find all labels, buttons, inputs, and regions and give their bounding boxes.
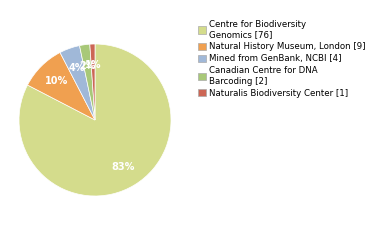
Text: 10%: 10% — [45, 76, 68, 86]
Text: 1%: 1% — [85, 60, 101, 70]
Wedge shape — [19, 44, 171, 196]
Text: 4%: 4% — [68, 63, 85, 73]
Wedge shape — [79, 44, 95, 120]
Wedge shape — [60, 46, 95, 120]
Text: 83%: 83% — [112, 162, 135, 172]
Text: 2%: 2% — [79, 61, 96, 71]
Wedge shape — [90, 44, 95, 120]
Wedge shape — [27, 53, 95, 120]
Legend: Centre for Biodiversity
Genomics [76], Natural History Museum, London [9], Mined: Centre for Biodiversity Genomics [76], N… — [198, 20, 366, 98]
